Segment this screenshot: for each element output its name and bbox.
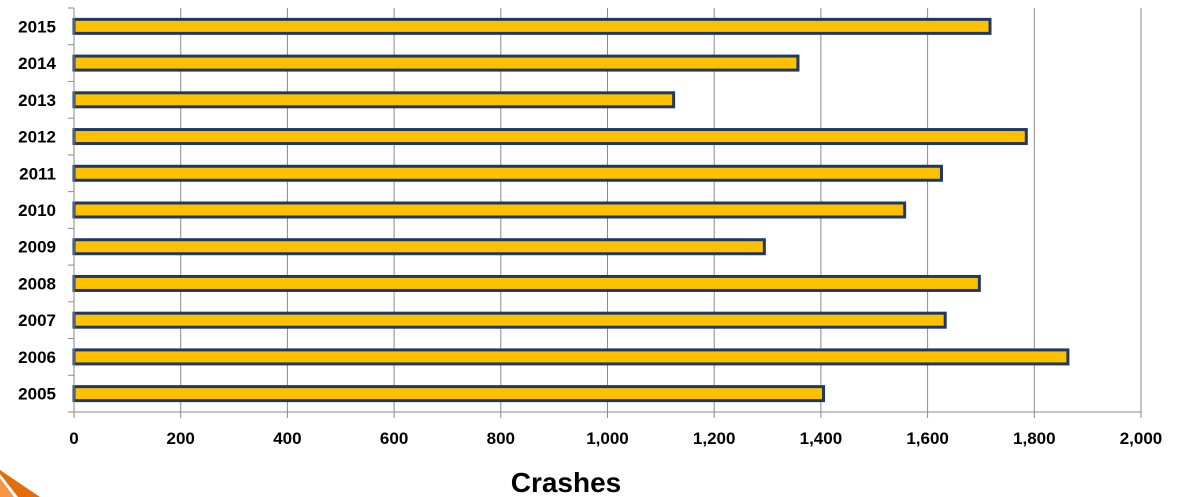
x-tick-label: 800 — [487, 429, 515, 448]
bar-2014 — [72, 54, 800, 72]
bar-2009 — [72, 238, 766, 256]
x-tick-label: 1,600 — [906, 429, 949, 448]
x-tick-label: 2,000 — [1120, 429, 1163, 448]
x-tick-label: 0 — [69, 429, 78, 448]
y-tick-label: 2008 — [18, 274, 56, 293]
x-tick-labels: 0 200 400 600 800 1,000 1,200 1,400 1,600 1,800 2,… — [69, 429, 1162, 448]
x-tick-label: 200 — [167, 429, 195, 448]
bar-2005 — [72, 385, 826, 403]
x-tick-label: 1,400 — [800, 429, 843, 448]
bar-2007 — [72, 311, 947, 329]
x-tick-label: 600 — [380, 429, 408, 448]
x-axis-title: Crashes — [511, 467, 622, 497]
x-tick-label: 1,800 — [1013, 429, 1056, 448]
x-tick-label: 1,000 — [586, 429, 629, 448]
y-tick-label: 2015 — [18, 17, 56, 36]
bar-2011 — [72, 164, 943, 182]
corner-decoration — [0, 470, 40, 497]
bar-2012 — [72, 128, 1028, 146]
y-tick-label: 2014 — [18, 54, 56, 73]
y-tick-label: 2006 — [18, 348, 56, 367]
bar-2008 — [72, 274, 981, 292]
bar-2010 — [72, 201, 907, 219]
bar-2013 — [72, 91, 676, 109]
y-tick-label: 2010 — [18, 201, 56, 220]
bars — [72, 17, 1070, 403]
y-tick-label: 2009 — [18, 238, 56, 257]
y-tick-label: 2007 — [18, 311, 56, 330]
y-tick-label: 2005 — [18, 385, 56, 404]
y-tick-label: 2011 — [19, 164, 56, 183]
y-tick-label: 2013 — [18, 91, 56, 110]
bar-2006 — [72, 348, 1070, 366]
axes — [68, 7, 1142, 418]
bar-2015 — [72, 17, 992, 35]
x-tick-label: 1,200 — [693, 429, 736, 448]
x-tick-label: 400 — [273, 429, 301, 448]
y-tick-label: 2012 — [18, 128, 56, 147]
y-tick-labels: 2005 2006 2007 2008 2009 2010 2011 2012 2013 2014… — [18, 17, 56, 403]
